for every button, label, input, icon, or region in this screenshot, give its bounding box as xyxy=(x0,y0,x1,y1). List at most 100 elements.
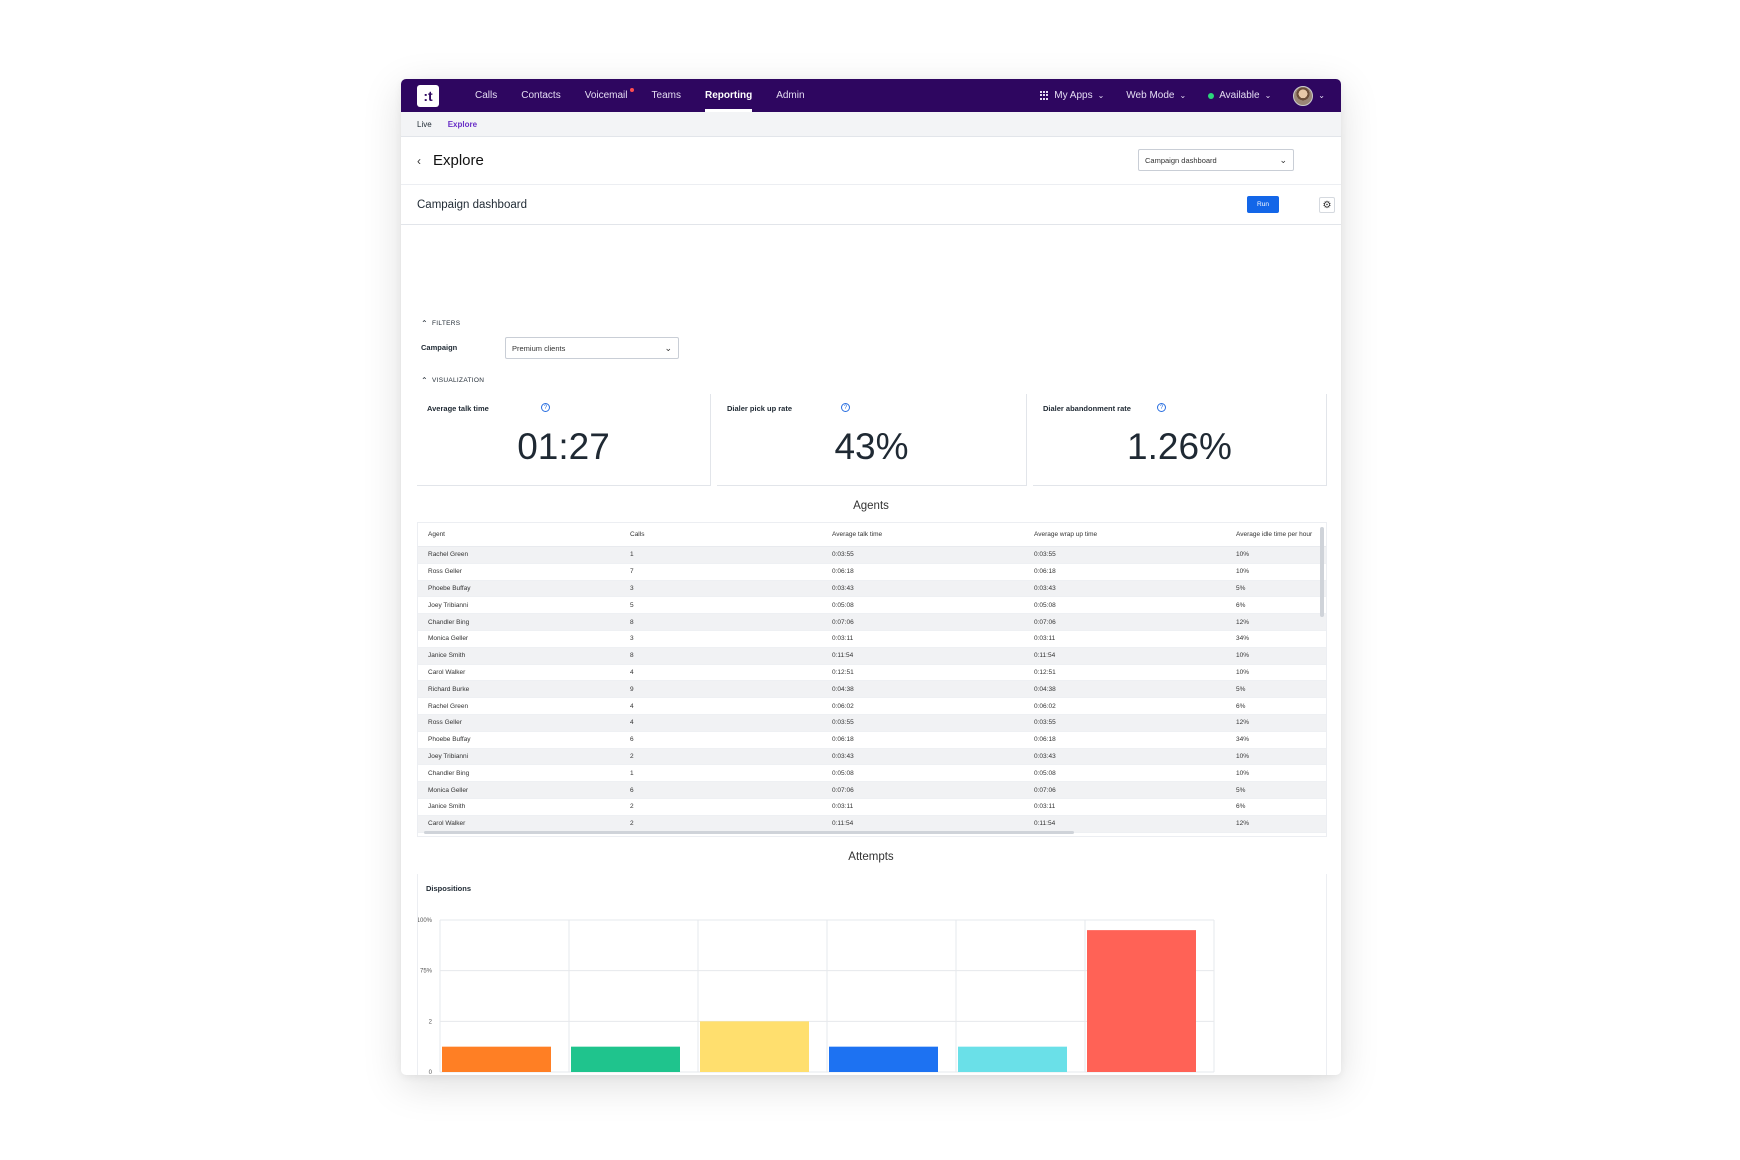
table-row[interactable]: Phoebe Buffay 6 0:06:18 0:06:18 34% xyxy=(418,732,1326,749)
table-cell: 34% xyxy=(1236,635,1250,643)
table-cell: 10% xyxy=(1236,752,1250,760)
page-header: ‹ Explore Campaign dashboard ⌄ xyxy=(401,137,1341,185)
table-cell: 0:07:06 xyxy=(1034,786,1056,794)
table-row[interactable]: Chandler Bing 8 0:07:06 0:07:06 12% xyxy=(418,614,1326,631)
status-menu[interactable]: Available ⌄ xyxy=(1208,90,1271,101)
table-row[interactable]: Janice Smith 2 0:03:11 0:03:11 6% xyxy=(418,799,1326,816)
table-cell: Janice Smith xyxy=(428,803,466,811)
table-cell: 0:03:43 xyxy=(1034,584,1056,592)
back-arrow-icon[interactable]: ‹ xyxy=(417,153,421,168)
table-cell: 0:06:02 xyxy=(1034,702,1056,710)
table-row[interactable]: Joey Tribianni 2 0:03:43 0:03:43 10% xyxy=(418,748,1326,766)
y-tick-label: 100% xyxy=(418,918,433,924)
web-mode-menu[interactable]: Web Mode ⌄ xyxy=(1126,90,1186,101)
dashboard-select-value: Campaign dashboard xyxy=(1145,155,1217,165)
table-cell: 3 xyxy=(630,584,634,592)
y-tick-label: 0 xyxy=(429,1070,433,1075)
visualization-toggle[interactable]: ⌃ VISUALIZATION xyxy=(421,376,484,385)
column-header[interactable]: Average talk time xyxy=(832,531,883,538)
nav-item-voicemail[interactable]: Voicemail xyxy=(573,79,640,112)
column-header[interactable]: Agent xyxy=(428,531,445,538)
horizontal-scrollbar[interactable] xyxy=(424,831,1074,834)
table-cell: 7 xyxy=(630,568,634,576)
table-row[interactable]: Rachel Green 1 0:03:55 0:03:55 10% xyxy=(418,547,1326,564)
table-cell: 0:07:06 xyxy=(832,786,854,794)
table-row[interactable]: Joey Tribianni 5 0:05:08 0:05:08 6% xyxy=(418,597,1326,615)
nav-item-label: Contacts xyxy=(521,90,561,101)
table-cell: 0:12:51 xyxy=(1034,668,1056,676)
subnav-explore[interactable]: Explore xyxy=(447,119,478,129)
table-row[interactable]: Rachel Green 4 0:06:02 0:06:02 6% xyxy=(418,698,1326,715)
agents-table: Agent Calls Average talk time Average wr… xyxy=(417,522,1327,837)
nav-item-calls[interactable]: Calls xyxy=(463,79,509,112)
table-cell: Monica Geller xyxy=(428,786,469,794)
campaign-select[interactable]: Premium clients ⌄ xyxy=(505,337,679,359)
user-menu[interactable]: ⌄ xyxy=(1293,85,1325,106)
y-tick-label: 75% xyxy=(420,969,433,975)
table-cell: 4 xyxy=(630,719,634,727)
table-cell: Carol Walker xyxy=(428,668,466,676)
table-cell: Ross Geller xyxy=(428,719,462,727)
kpi-value: 43% xyxy=(834,426,909,467)
avatar xyxy=(1293,85,1314,106)
app-logo[interactable]: :t xyxy=(417,84,439,107)
table-row[interactable]: Monica Geller 3 0:03:11 0:03:11 34% xyxy=(418,631,1326,648)
run-button[interactable]: Run xyxy=(1247,196,1279,213)
table-row[interactable]: Monica Geller 6 0:07:06 0:07:06 5% xyxy=(418,782,1326,799)
table-cell: 0:11:54 xyxy=(832,652,854,660)
help-icon[interactable]: ? xyxy=(841,403,850,412)
notification-dot xyxy=(629,88,634,92)
column-header[interactable]: Calls xyxy=(630,531,645,538)
my-apps-menu[interactable]: My Apps ⌄ xyxy=(1040,90,1104,101)
table-row[interactable]: Janice Smith 8 0:11:54 0:11:54 10% xyxy=(418,647,1326,665)
table-row[interactable]: Phoebe Buffay 3 0:03:43 0:03:43 5% xyxy=(418,580,1326,598)
y-tick-label: 2 xyxy=(429,1019,433,1025)
table-cell: 0:11:54 xyxy=(832,820,854,828)
vertical-scrollbar[interactable] xyxy=(1320,527,1324,617)
gear-icon: ⚙ xyxy=(1322,199,1332,211)
table-cell: 12% xyxy=(1236,719,1250,727)
table-row[interactable]: Ross Geller 4 0:03:55 0:03:55 12% xyxy=(418,714,1326,732)
sub-navigation: Live Explore xyxy=(401,112,1341,137)
table-row[interactable]: Ross Geller 7 0:06:18 0:06:18 10% xyxy=(418,564,1326,581)
table-cell: 9 xyxy=(630,685,634,693)
kpi-label: Average talk time xyxy=(427,404,489,413)
nav-item-admin[interactable]: Admin xyxy=(764,79,816,112)
dashboard-select[interactable]: Campaign dashboard ⌄ xyxy=(1138,149,1294,171)
dashboard-title: Campaign dashboard xyxy=(417,198,527,211)
filters-toggle[interactable]: ⌃ FILTERS xyxy=(421,319,460,328)
nav-item-contacts[interactable]: Contacts xyxy=(509,79,572,112)
table-cell: Chandler Bing xyxy=(428,618,470,626)
subnav-live[interactable]: Live xyxy=(417,119,432,129)
table-row[interactable]: Chandler Bing 1 0:05:08 0:05:08 10% xyxy=(418,765,1326,783)
help-icon[interactable]: ? xyxy=(541,403,550,412)
nav-item-teams[interactable]: Teams xyxy=(640,79,693,112)
nav-right-controls: My Apps ⌄ Web Mode ⌄ Available ⌄ ⌄ xyxy=(1040,85,1325,106)
column-header[interactable]: Average wrap up time xyxy=(1034,531,1098,538)
campaign-select-value: Premium clients xyxy=(512,343,566,353)
table-cell: 6% xyxy=(1236,803,1246,811)
table-cell: 6 xyxy=(630,786,634,794)
nav-item-reporting[interactable]: Reporting xyxy=(693,79,764,112)
table-cell: Phoebe Buffay xyxy=(428,736,471,744)
table-row[interactable]: Carol Walker 4 0:12:51 0:12:51 10% xyxy=(418,665,1326,682)
settings-button[interactable]: ⚙ xyxy=(1319,197,1335,213)
nav-item-label: Teams xyxy=(651,90,681,101)
table-cell: 12% xyxy=(1236,820,1250,828)
page-title: Explore xyxy=(433,152,484,169)
table-cell: 0:03:43 xyxy=(1034,752,1056,760)
column-header[interactable]: Average idle time per hour xyxy=(1236,531,1313,538)
attempts-section-title: Attempts xyxy=(848,851,894,863)
table-cell: 2 xyxy=(630,752,634,760)
help-icon[interactable]: ? xyxy=(1157,403,1166,412)
table-header: Agent Calls Average talk time Average wr… xyxy=(418,523,1326,547)
table-cell: 0:11:54 xyxy=(1034,652,1056,660)
table-cell: Joey Tribianni xyxy=(428,601,469,609)
top-navigation: :t Calls Contacts Voicemail Teams Report… xyxy=(401,79,1341,112)
table-row[interactable]: Richard Burke 9 0:04:38 0:04:38 5% xyxy=(418,681,1326,699)
kpi-label: Dialer pick up rate xyxy=(727,404,793,413)
table-cell: 0:03:55 xyxy=(1034,551,1056,559)
table-cell: 3 xyxy=(630,635,634,643)
table-cell: 0:07:06 xyxy=(1034,618,1056,626)
